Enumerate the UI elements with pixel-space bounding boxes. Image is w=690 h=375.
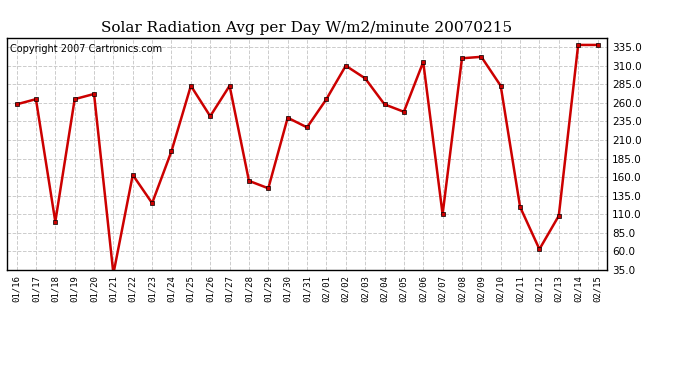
Title: Solar Radiation Avg per Day W/m2/minute 20070215: Solar Radiation Avg per Day W/m2/minute … <box>101 21 513 35</box>
Text: Copyright 2007 Cartronics.com: Copyright 2007 Cartronics.com <box>10 45 162 54</box>
